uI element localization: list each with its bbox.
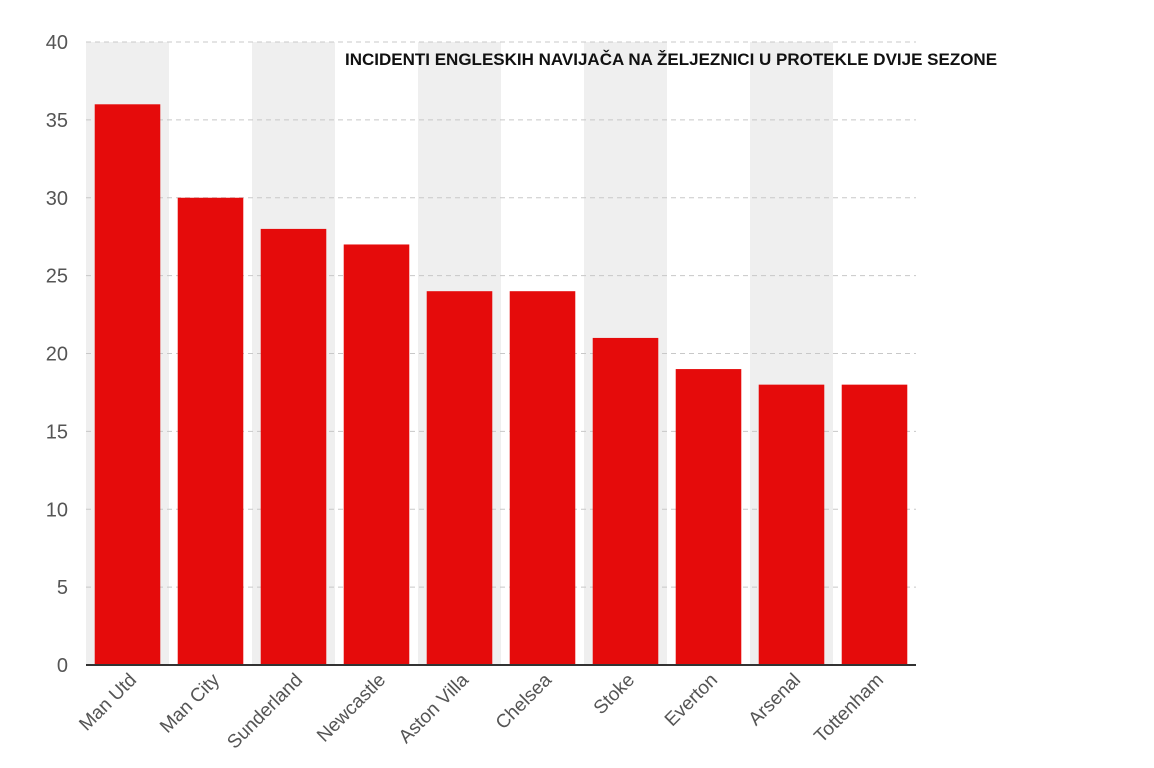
x-tick-label: Everton [661, 670, 722, 731]
bar [426, 291, 493, 665]
x-tick-label: Sunderland [223, 670, 307, 754]
y-tick-label: 20 [46, 344, 68, 366]
bar [260, 228, 327, 665]
y-tick-labels: 0 5 10 15 20 25 30 35 40 [46, 32, 68, 677]
x-tick-label: Chelsea [492, 669, 556, 733]
y-tick-label: 15 [46, 421, 68, 443]
bar [592, 337, 659, 665]
y-tick-label: 5 [57, 577, 68, 599]
x-tick-label: Tottenham [810, 670, 888, 748]
x-tick-label: Stoke [590, 670, 639, 719]
bar [675, 369, 742, 665]
y-tick-label: 35 [46, 110, 68, 132]
x-tick-labels: Man Utd Man City Sunderland Newcastle Aston … [75, 669, 888, 753]
x-tick-label: Arsenal [745, 670, 805, 730]
y-tick-label: 10 [46, 499, 68, 521]
x-tick-label: Man City [156, 669, 224, 737]
bars [94, 104, 908, 666]
y-tick-label: 0 [57, 655, 68, 677]
bar [343, 244, 410, 665]
bar [94, 104, 161, 666]
x-tick-label: Man Utd [75, 670, 141, 736]
bar [509, 291, 576, 665]
y-tick-label: 30 [46, 188, 68, 210]
y-tick-label: 40 [46, 32, 68, 54]
bar [841, 384, 908, 665]
x-tick-label: Aston Villa [395, 669, 473, 747]
bar [177, 197, 244, 665]
chart-title: INCIDENTI ENGLESKIH NAVIJAČA NA ŽELJEZNI… [345, 50, 997, 69]
x-tick-label: Newcastle [313, 670, 390, 747]
y-tick-label: 25 [46, 266, 68, 288]
bar [758, 384, 825, 665]
